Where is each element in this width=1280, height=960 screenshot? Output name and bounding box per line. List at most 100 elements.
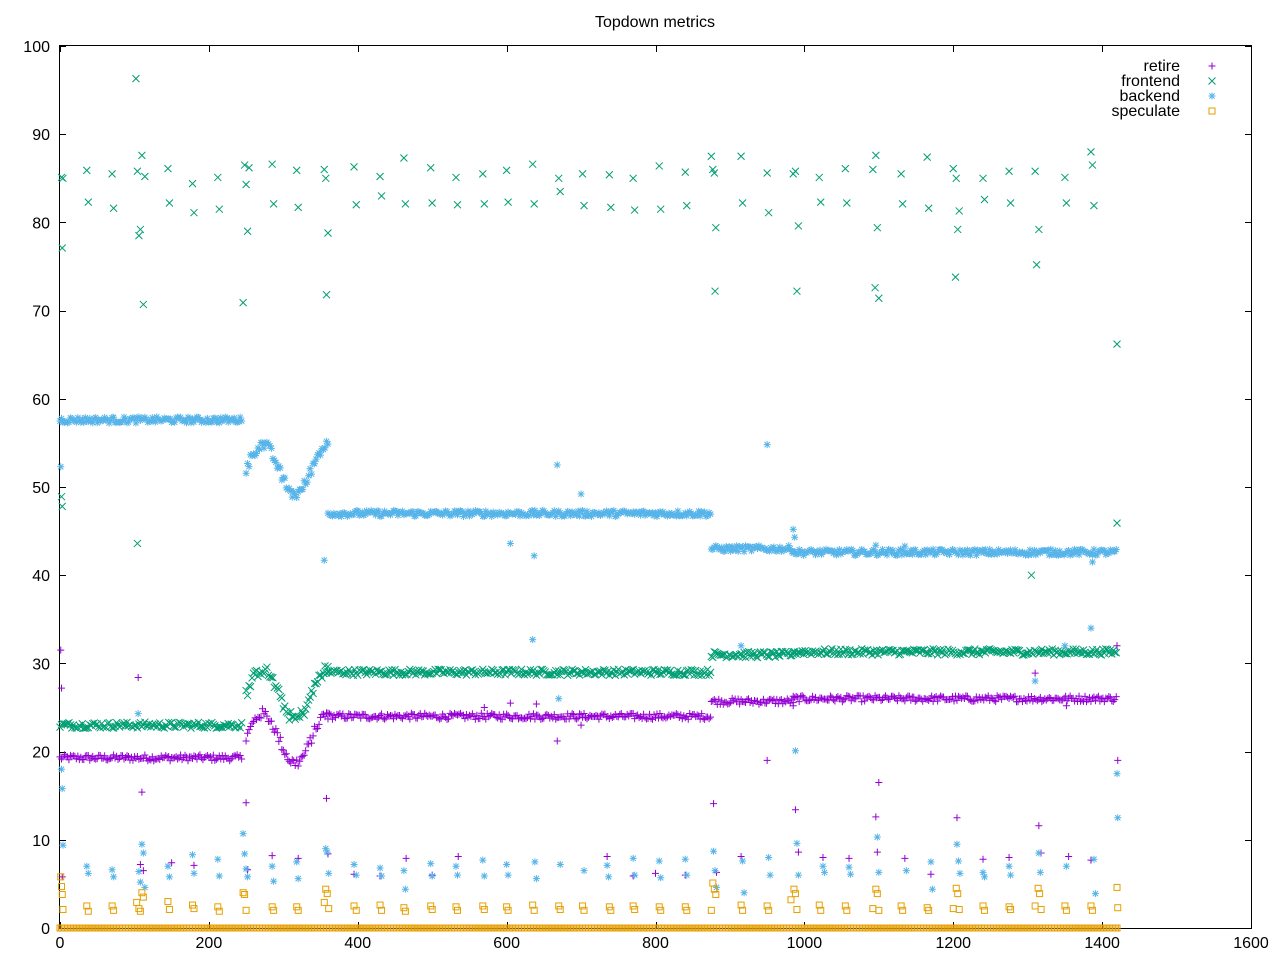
- data-point: [129, 756, 137, 764]
- data-point: [235, 753, 243, 761]
- data-point: [436, 715, 444, 723]
- data-point: [579, 506, 587, 514]
- y-tick-label: 40: [32, 568, 50, 585]
- data-point: [491, 510, 499, 518]
- data-point: [1061, 902, 1069, 910]
- data-point: [428, 199, 437, 207]
- data-point: [793, 839, 801, 847]
- data-point: [794, 871, 802, 879]
- data-point: [840, 696, 848, 704]
- data-point: [135, 868, 143, 876]
- series-retire: [56, 642, 1122, 881]
- data-point: [102, 723, 111, 732]
- data-point: [236, 723, 244, 732]
- data-point: [834, 548, 842, 556]
- data-point: [647, 714, 655, 722]
- data-point: [57, 492, 66, 501]
- data-point: [662, 714, 670, 722]
- data-point: [995, 546, 1003, 554]
- data-point: [139, 867, 147, 875]
- data-point: [133, 167, 142, 176]
- data-point: [793, 905, 801, 913]
- data-point: [710, 885, 718, 893]
- data-point: [1091, 890, 1099, 898]
- data-point: [905, 550, 913, 558]
- data-point: [1087, 697, 1095, 705]
- data-point: [554, 174, 563, 183]
- data-point: [171, 418, 179, 426]
- data-point: [791, 806, 799, 814]
- data-point: [446, 666, 454, 674]
- data-point: [65, 756, 73, 764]
- data-point: [188, 415, 196, 423]
- data-point: [139, 300, 148, 309]
- data-point: [465, 711, 473, 719]
- data-point: [328, 512, 336, 520]
- data-point: [434, 665, 442, 674]
- data-point: [540, 714, 548, 722]
- data-point: [530, 906, 538, 914]
- data-point: [477, 709, 485, 717]
- data-point: [655, 857, 663, 865]
- data-point: [124, 753, 132, 761]
- data-point: [889, 546, 897, 554]
- data-point: [473, 711, 481, 719]
- data-point: [263, 663, 271, 672]
- data-point: [580, 201, 588, 210]
- data-point: [883, 551, 891, 559]
- data-point: [156, 756, 164, 764]
- data-point: [902, 694, 910, 702]
- data-point: [196, 722, 204, 731]
- data-point: [57, 684, 65, 692]
- data-point: [843, 692, 851, 700]
- data-point: [815, 549, 823, 557]
- data-point: [716, 651, 725, 659]
- data-point: [835, 649, 844, 658]
- data-point: [874, 294, 883, 303]
- data-point: [309, 689, 317, 698]
- data-point: [567, 512, 575, 520]
- data-point: [934, 697, 942, 705]
- data-point: [806, 697, 814, 705]
- data-point: [290, 487, 298, 495]
- data-point: [412, 512, 420, 520]
- data-point: [1114, 814, 1122, 822]
- y-tick-label: 80: [32, 215, 50, 232]
- data-point: [962, 549, 970, 557]
- data-point: [322, 845, 330, 853]
- data-point: [377, 192, 386, 200]
- data-point: [841, 902, 849, 910]
- data-point: [786, 545, 794, 553]
- data-point: [547, 712, 555, 720]
- data-point: [672, 710, 680, 718]
- data-point: [1090, 693, 1098, 701]
- data-point: [965, 646, 973, 654]
- data-point: [500, 509, 508, 517]
- data-point: [315, 720, 323, 728]
- data-point: [815, 901, 823, 909]
- data-point: [190, 869, 198, 877]
- data-point: [911, 546, 919, 554]
- data-point: [956, 869, 964, 877]
- data-point: [1106, 693, 1114, 701]
- data-point: [989, 547, 997, 555]
- data-point: [953, 814, 961, 822]
- data-point: [890, 693, 898, 701]
- data-point: [1075, 551, 1083, 559]
- data-point: [378, 906, 386, 914]
- data-point: [820, 645, 829, 653]
- data-point: [293, 858, 301, 866]
- data-point: [462, 510, 470, 518]
- data-point: [842, 199, 851, 207]
- data-point: [294, 906, 302, 914]
- data-point: [1062, 199, 1071, 207]
- data-point: [1063, 547, 1071, 555]
- data-point: [1112, 693, 1120, 701]
- data-point: [454, 853, 462, 861]
- data-point: [763, 756, 771, 764]
- data-point: [601, 510, 609, 518]
- data-point: [376, 172, 384, 181]
- data-point: [911, 697, 919, 705]
- data-point: [570, 710, 578, 718]
- data-point: [583, 715, 591, 723]
